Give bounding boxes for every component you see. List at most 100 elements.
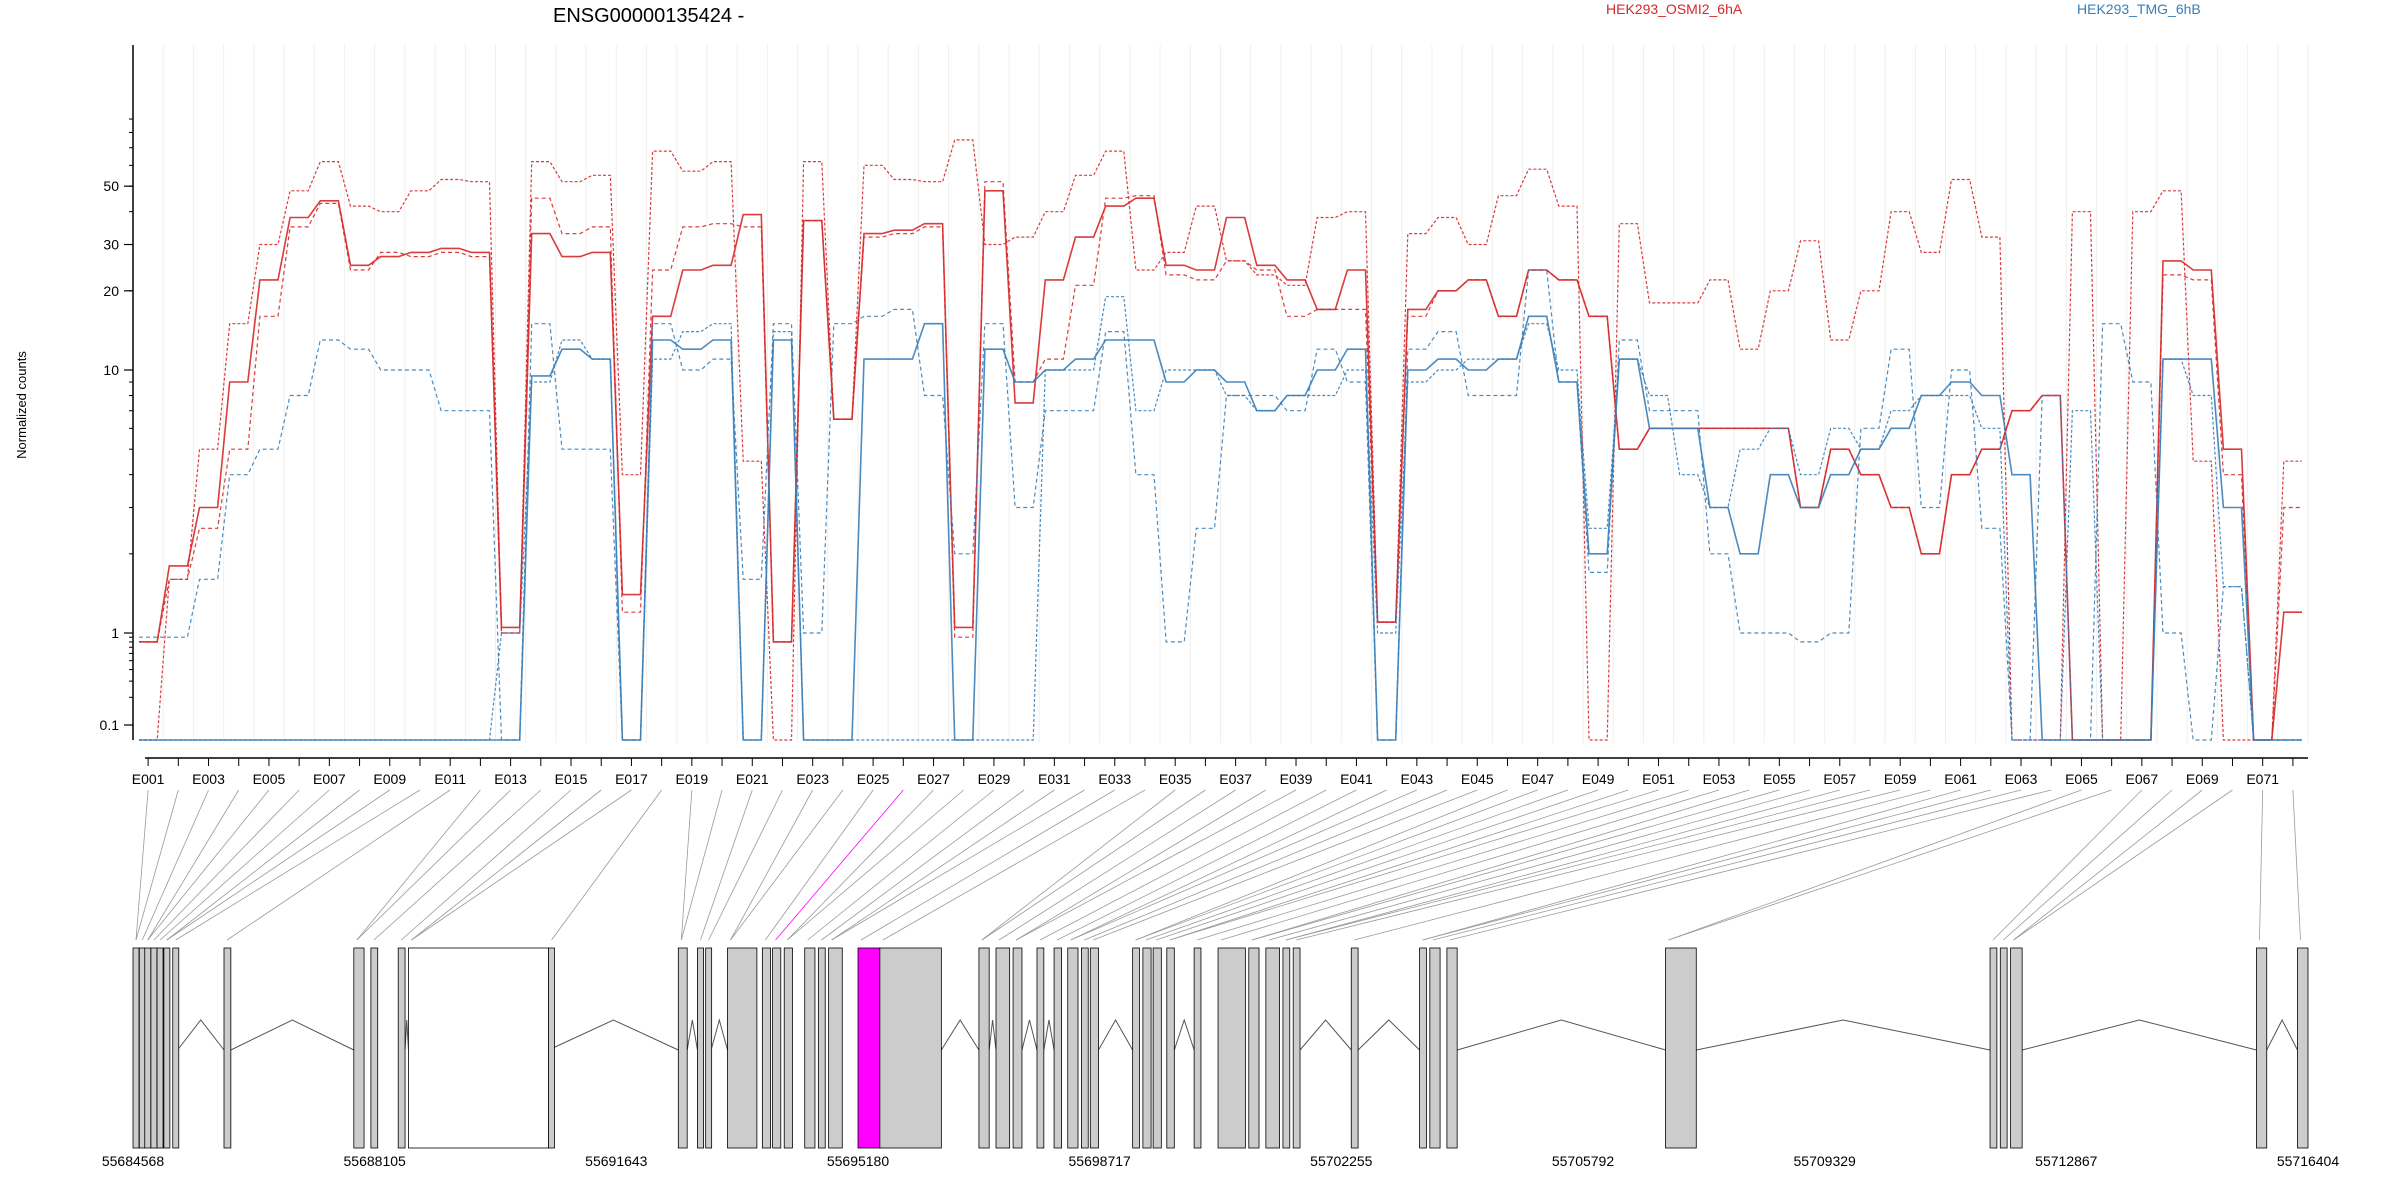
exon-box-47 bbox=[1665, 947, 1697, 1149]
y-tick-label: 20 bbox=[103, 283, 119, 299]
x-tick-label: E065 bbox=[2065, 771, 2098, 787]
exon-connector bbox=[175, 789, 421, 941]
exon-box-40 bbox=[1265, 947, 1280, 1149]
series-layer bbox=[139, 139, 2302, 741]
x-tick-label: E059 bbox=[1884, 771, 1917, 787]
genomic-tick-label: 55698717 bbox=[1069, 1153, 1132, 1169]
exon-box-24 bbox=[879, 947, 942, 1149]
exon-connector bbox=[680, 789, 723, 941]
x-tick-label: E063 bbox=[2005, 771, 2038, 787]
x-tick-label: E013 bbox=[494, 771, 527, 787]
exon-connector bbox=[2003, 789, 2173, 941]
exon-connector bbox=[860, 789, 1115, 941]
exon-connector bbox=[166, 789, 360, 941]
exon-box-15 bbox=[705, 947, 713, 1149]
exon-connector bbox=[2013, 789, 2203, 941]
exon-connector bbox=[135, 789, 149, 941]
exon-box-49 bbox=[1999, 947, 2008, 1149]
genomic-tick-label: 55691643 bbox=[585, 1153, 648, 1169]
exon-box-0 bbox=[132, 947, 140, 1149]
intron-line bbox=[2022, 1019, 2257, 1051]
intron-line bbox=[1098, 1018, 1134, 1051]
exon-box-45 bbox=[1429, 947, 1441, 1149]
chart-title: ENSG00000135424 - bbox=[553, 5, 744, 27]
x-tick-label: E069 bbox=[2186, 771, 2219, 787]
exon-connector bbox=[998, 789, 1236, 941]
exon-connector bbox=[786, 789, 964, 941]
exon-connector bbox=[821, 789, 1025, 941]
x-tick-label: E017 bbox=[615, 771, 648, 787]
genomic-tick-label: 55716404 bbox=[2277, 1153, 2340, 1169]
series-line-3 bbox=[139, 315, 2302, 741]
x-tick-label: E053 bbox=[1703, 771, 1736, 787]
exon-connector bbox=[1449, 789, 2052, 941]
exon-box-34 bbox=[1142, 947, 1152, 1149]
genomic-tick-label: 55684568 bbox=[102, 1153, 165, 1169]
exon-connector bbox=[1251, 789, 1750, 941]
exon-connector bbox=[1354, 789, 1931, 941]
x-tick-label: E027 bbox=[917, 771, 950, 787]
exon-box-22 bbox=[828, 947, 843, 1149]
y-tick-label: 30 bbox=[103, 237, 119, 253]
intron-line bbox=[1299, 1019, 1352, 1051]
exon-connector bbox=[1668, 789, 2082, 941]
exon-connectors bbox=[135, 789, 2301, 941]
exon-box-16 bbox=[727, 947, 758, 1149]
axes: 0.1 1 10 20 30 50 E001 E003 E005 E007 E009 E011 E013… bbox=[100, 45, 2308, 787]
exon-connector bbox=[1084, 789, 1448, 941]
x-tick-label: E055 bbox=[1763, 771, 1796, 787]
exon-box-7 bbox=[223, 947, 232, 1149]
exon-connector bbox=[147, 789, 270, 941]
exon-connector bbox=[1070, 789, 1387, 941]
exon-box-3 bbox=[150, 947, 158, 1149]
exon-box-32 bbox=[1089, 947, 1099, 1149]
exon-connector bbox=[226, 789, 451, 941]
exon-box-38 bbox=[1217, 947, 1246, 1149]
exon-box-30 bbox=[1067, 947, 1079, 1149]
x-tick-label: E041 bbox=[1340, 771, 1373, 787]
exon-box-14 bbox=[697, 947, 704, 1149]
exon-connector bbox=[153, 789, 300, 941]
exon-connector bbox=[551, 789, 662, 941]
exon-box-36 bbox=[1166, 947, 1175, 1149]
exon-connector bbox=[882, 789, 1146, 941]
exon-box-27 bbox=[1012, 947, 1023, 1149]
genomic-tick-label: 55688105 bbox=[344, 1153, 407, 1169]
genomic-tick-label: 55712867 bbox=[2035, 1153, 2098, 1169]
exon-box-31 bbox=[1081, 947, 1089, 1149]
exon-connector bbox=[1432, 789, 2022, 941]
exon-connector bbox=[1296, 789, 1901, 941]
exon-box-37 bbox=[1193, 947, 1202, 1149]
x-tick-label: E025 bbox=[857, 771, 890, 787]
x-tick-label: E029 bbox=[978, 771, 1011, 787]
exon-connector bbox=[141, 789, 209, 941]
x-tick-label: E003 bbox=[192, 771, 225, 787]
exon-box-18 bbox=[772, 947, 782, 1149]
intron-line bbox=[988, 1019, 997, 1051]
exon-connector bbox=[135, 789, 179, 941]
exon-box-23 bbox=[857, 947, 881, 1149]
series-line-2 bbox=[139, 139, 2302, 741]
exon-box-12 bbox=[548, 947, 555, 1149]
exon-connector bbox=[708, 789, 783, 941]
exon-connector bbox=[1220, 789, 1720, 941]
exon-box-10 bbox=[397, 947, 406, 1149]
exon-box-46 bbox=[1446, 947, 1458, 1149]
exon-connector bbox=[2259, 789, 2264, 941]
exon-connector bbox=[807, 789, 995, 941]
exon-connector bbox=[765, 789, 874, 941]
x-tick-label: E061 bbox=[1944, 771, 1977, 787]
exon-connector bbox=[775, 789, 904, 941]
exon-box-51 bbox=[2256, 947, 2268, 1149]
exon-box-20 bbox=[804, 947, 816, 1149]
exon-connector bbox=[1422, 789, 1991, 941]
intron-line bbox=[1457, 1019, 1666, 1051]
x-tick-label: E023 bbox=[796, 771, 829, 787]
x-tick-label: E007 bbox=[313, 771, 346, 787]
exon-box-2 bbox=[144, 947, 152, 1149]
x-tick-label: E015 bbox=[555, 771, 588, 787]
exon-connector bbox=[356, 789, 511, 941]
x-tick-label: E045 bbox=[1461, 771, 1494, 787]
exon-connector bbox=[1668, 789, 2112, 941]
